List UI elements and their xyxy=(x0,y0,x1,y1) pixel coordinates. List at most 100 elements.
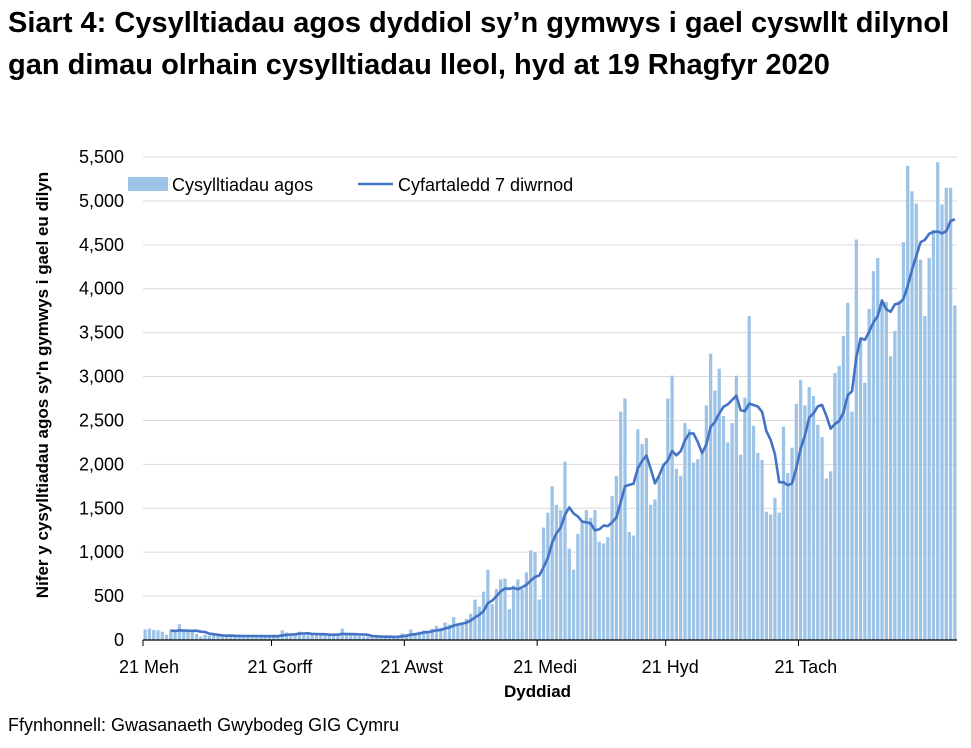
bar xyxy=(657,476,661,640)
bar xyxy=(306,635,310,640)
bar xyxy=(721,416,726,640)
bar xyxy=(481,591,486,640)
bar xyxy=(768,514,773,640)
bar xyxy=(597,541,601,640)
bar xyxy=(777,512,781,640)
bar xyxy=(229,635,233,640)
bar xyxy=(704,405,709,640)
seven-day-average-line xyxy=(170,218,956,639)
bar xyxy=(314,633,319,640)
bar xyxy=(237,636,242,640)
bar xyxy=(383,636,387,640)
legend: Cysylltiadau agos Cyfartaledd 7 diwrnod xyxy=(128,175,573,195)
bar xyxy=(764,511,768,640)
bar xyxy=(833,373,837,640)
bar xyxy=(563,461,567,640)
bar xyxy=(743,397,747,640)
bar xyxy=(550,486,554,640)
bar xyxy=(194,633,199,640)
bar xyxy=(177,624,182,640)
bar xyxy=(828,471,833,640)
y-tick-label: 5,500 xyxy=(79,147,124,167)
bar xyxy=(319,635,323,640)
bar xyxy=(627,531,631,640)
bar xyxy=(923,315,927,640)
bar xyxy=(353,635,357,640)
y-tick-label: 5,000 xyxy=(79,191,124,211)
bar xyxy=(464,618,469,640)
bar xyxy=(726,442,730,640)
bar xyxy=(940,204,944,640)
bar xyxy=(863,382,867,640)
bar xyxy=(524,572,529,640)
bar xyxy=(297,631,302,640)
bar xyxy=(169,629,173,640)
bar xyxy=(700,453,704,640)
bar xyxy=(199,636,203,640)
bar xyxy=(850,411,854,640)
bar xyxy=(499,579,503,640)
bar xyxy=(636,429,640,640)
bar xyxy=(576,533,580,640)
bar xyxy=(147,628,152,640)
bar xyxy=(439,627,443,640)
bar xyxy=(490,603,494,640)
bar xyxy=(614,475,619,640)
bar xyxy=(327,635,332,640)
bar xyxy=(876,257,880,640)
bar xyxy=(559,510,563,640)
bar xyxy=(717,368,721,640)
bar xyxy=(610,495,614,640)
bar xyxy=(601,543,606,640)
bar xyxy=(820,437,824,640)
bar xyxy=(323,634,327,640)
legend-label-line: Cyfartaledd 7 diwrnod xyxy=(398,175,573,195)
bar xyxy=(541,527,546,640)
bar xyxy=(734,375,739,640)
bar xyxy=(413,632,417,640)
bar xyxy=(374,637,379,640)
bar xyxy=(529,550,533,640)
x-tick-label: 21 Meh xyxy=(119,657,179,677)
bar xyxy=(361,636,366,640)
bar xyxy=(571,569,576,640)
bar-series xyxy=(143,162,957,641)
bar xyxy=(739,454,743,640)
bar xyxy=(494,589,499,640)
bar xyxy=(370,636,374,640)
bar xyxy=(293,634,297,640)
bar xyxy=(259,636,263,640)
y-tick-label: 3,000 xyxy=(79,367,124,387)
y-tick-label: 4,000 xyxy=(79,279,124,299)
bar xyxy=(332,635,336,640)
bar xyxy=(276,636,280,640)
bar xyxy=(520,589,524,640)
bar xyxy=(250,636,254,640)
bar xyxy=(173,632,177,640)
bar xyxy=(661,463,666,640)
bar xyxy=(447,624,451,640)
bar xyxy=(953,305,957,640)
bar xyxy=(430,628,434,640)
y-tick-label: 1,500 xyxy=(79,498,124,518)
bar xyxy=(246,635,250,640)
bar xyxy=(143,629,147,640)
bar xyxy=(867,308,871,640)
y-tick-label: 0 xyxy=(114,630,124,650)
bar xyxy=(242,636,246,640)
bar xyxy=(584,510,589,640)
bar xyxy=(893,330,897,640)
bar xyxy=(906,165,910,641)
bar xyxy=(152,629,156,640)
x-tick-label: 21 Medi xyxy=(513,657,577,677)
bar xyxy=(927,257,931,640)
bar xyxy=(421,630,426,640)
bar xyxy=(366,636,370,640)
bar xyxy=(640,444,644,640)
bar xyxy=(302,634,306,640)
bar xyxy=(623,398,627,640)
bar xyxy=(593,510,597,640)
bar xyxy=(936,162,940,640)
x-tick-label: 21 Gorff xyxy=(248,657,314,677)
bar xyxy=(434,625,439,640)
